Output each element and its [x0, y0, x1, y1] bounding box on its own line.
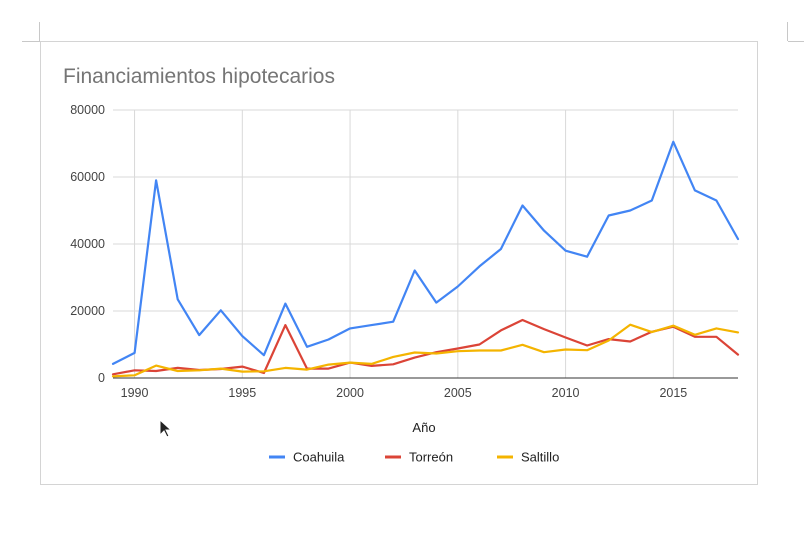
y-tick-label: 60000	[70, 170, 105, 184]
legend-item-torreón[interactable]: Torreón	[385, 450, 453, 465]
y-tick-label: 0	[98, 371, 105, 385]
gridlines	[113, 109, 738, 378]
legend[interactable]: Coahuila Torreón Saltillo	[269, 450, 559, 465]
y-tick-label: 20000	[70, 304, 105, 318]
x-axis-ticks: 1990 1995 2000 2005 2010 2015	[121, 386, 688, 400]
x-tick-label: 1990	[121, 386, 149, 400]
series-lines	[111, 140, 740, 378]
chart-card[interactable]: Financiamientos hipotecarios 0 20000 40000…	[40, 41, 758, 485]
corner-mark-right-horizontal	[788, 41, 804, 42]
x-tick-label: 2005	[444, 386, 472, 400]
x-axis-label: Año	[412, 420, 435, 435]
mouse-cursor-icon	[159, 419, 173, 438]
legend-item-saltillo[interactable]: Saltillo	[497, 450, 559, 465]
series-line-coahuila[interactable]	[111, 140, 740, 365]
x-tick-label: 1995	[228, 386, 256, 400]
legend-label: Saltillo	[521, 450, 559, 465]
series-line-torreón[interactable]	[111, 318, 740, 376]
x-tick-label: 2000	[336, 386, 364, 400]
corner-mark-right-vertical	[787, 22, 788, 41]
legend-label: Torreón	[409, 450, 453, 465]
y-tick-label: 80000	[70, 103, 105, 117]
legend-label: Coahuila	[293, 450, 345, 465]
x-tick-label: 2010	[552, 386, 580, 400]
y-axis-ticks: 0 20000 40000 60000 80000	[70, 103, 105, 385]
line-chart: Financiamientos hipotecarios 0 20000 40000…	[63, 65, 740, 465]
corner-mark-left-vertical	[39, 22, 40, 41]
legend-item-coahuila[interactable]: Coahuila	[269, 450, 345, 465]
y-tick-label: 40000	[70, 237, 105, 251]
chart-title: Financiamientos hipotecarios	[63, 65, 335, 88]
corner-mark-left-horizontal	[22, 41, 40, 42]
x-tick-label: 2015	[659, 386, 687, 400]
series-line-saltillo[interactable]	[111, 323, 740, 378]
